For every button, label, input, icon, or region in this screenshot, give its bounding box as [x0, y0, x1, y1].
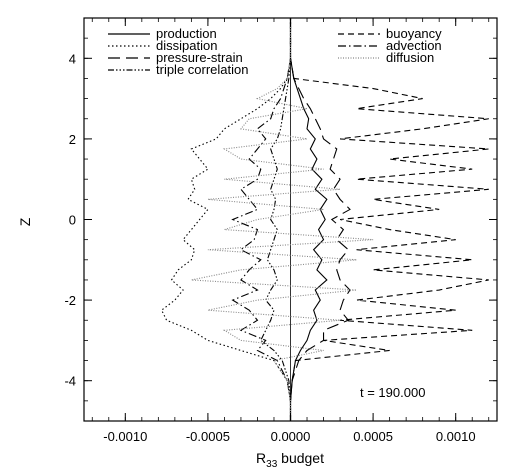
x-tick-label: 0.0005 [353, 429, 393, 444]
series-layer [160, 18, 489, 421]
y-tick-label: -2 [64, 293, 76, 308]
legend-entry: dissipation [108, 38, 217, 53]
series-production [289, 18, 328, 421]
x-axis: -0.0010 -0.0005 0.0000 0.0005 0.0010 [91, 18, 490, 444]
plot-area [83, 17, 498, 422]
legend-entry: buoyancy [338, 26, 442, 41]
legend-label: pressure-strain [156, 50, 243, 65]
legend-label: buoyancy [386, 26, 442, 41]
y-axis-label: Z [17, 217, 33, 226]
y-tick-label: -4 [64, 374, 76, 389]
legend-label: advection [386, 38, 442, 53]
x-tick-label: -0.0010 [103, 429, 147, 444]
legend-label: production [156, 26, 217, 41]
series-buoyancy [289, 18, 489, 421]
y-tick-label: 0 [69, 213, 76, 228]
time-annotation: t = 190.000 [360, 385, 425, 400]
series-diffusion [191, 18, 374, 421]
legend-label: diffusion [386, 50, 434, 65]
y-tick-label: 4 [69, 51, 76, 66]
series-triple-correlation [260, 18, 292, 421]
legend: productiondissipationpressure-straintrip… [108, 26, 442, 77]
legend-label: triple correlation [156, 62, 249, 77]
series-dissipation [160, 18, 292, 421]
x-tick-label: 0.0010 [436, 429, 476, 444]
y-tick-label: 2 [69, 132, 76, 147]
legend-entry: diffusion [338, 50, 434, 65]
series-advection [231, 18, 292, 421]
x-tick-label: -0.0005 [186, 429, 230, 444]
legend-entry: triple correlation [108, 62, 249, 77]
x-axis-label: R33 budget [256, 450, 324, 470]
y-axis: -4 -2 0 2 4 [64, 17, 497, 422]
legend-entry: production [108, 26, 217, 41]
x-tick-label: 0.0000 [271, 429, 311, 444]
legend-label: dissipation [156, 38, 217, 53]
series-pressure-strain [289, 18, 351, 421]
legend-entry: advection [338, 38, 442, 53]
legend-entry: pressure-strain [108, 50, 243, 65]
